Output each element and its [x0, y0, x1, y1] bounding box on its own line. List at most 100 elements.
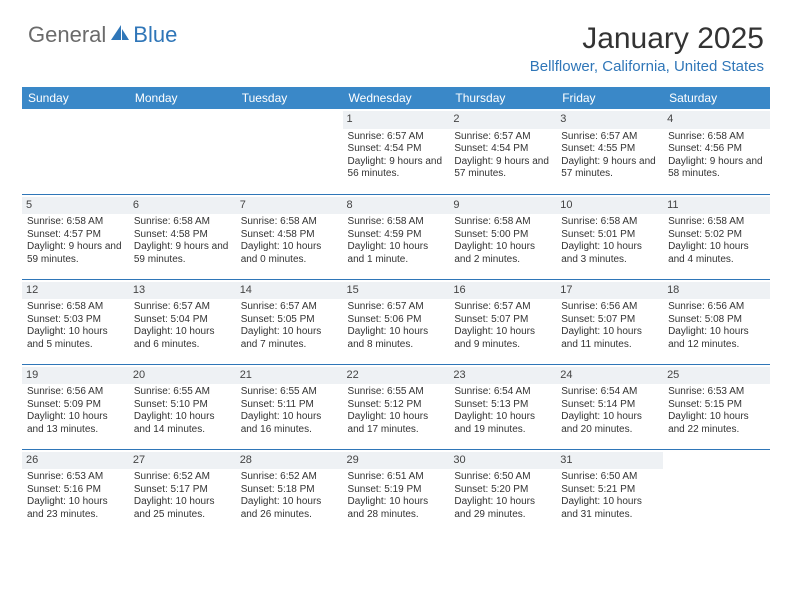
sunset-line: Sunset: 5:20 PM [454, 484, 551, 497]
calendar-day-cell: 20Sunrise: 6:55 AMSunset: 5:10 PMDayligh… [129, 364, 236, 449]
sunset-line: Sunset: 5:02 PM [668, 229, 765, 242]
calendar-day-cell: 4Sunrise: 6:58 AMSunset: 4:56 PMDaylight… [663, 109, 770, 194]
calendar-day-cell: 11Sunrise: 6:58 AMSunset: 5:02 PMDayligh… [663, 194, 770, 279]
sunrise-line: Sunrise: 6:58 AM [454, 216, 551, 229]
sunset-line: Sunset: 4:54 PM [348, 143, 445, 156]
sunset-line: Sunset: 5:05 PM [241, 314, 338, 327]
daylight-line: Daylight: 10 hours and 17 minutes. [348, 411, 445, 436]
day-number: 25 [663, 367, 770, 385]
calendar-day-cell: 26Sunrise: 6:53 AMSunset: 5:16 PMDayligh… [22, 449, 129, 534]
day-number: 5 [22, 197, 129, 215]
logo-text-general: General [28, 22, 106, 48]
sunrise-line: Sunrise: 6:58 AM [348, 216, 445, 229]
day-details: Sunrise: 6:52 AMSunset: 5:17 PMDaylight:… [133, 471, 232, 521]
sunset-line: Sunset: 5:14 PM [561, 399, 658, 412]
sunset-line: Sunset: 5:06 PM [348, 314, 445, 327]
day-number: 20 [129, 367, 236, 385]
calendar-week-row: 1Sunrise: 6:57 AMSunset: 4:54 PMDaylight… [22, 109, 770, 194]
sunrise-line: Sunrise: 6:58 AM [27, 216, 124, 229]
sunrise-line: Sunrise: 6:57 AM [348, 131, 445, 144]
logo-sail-icon [110, 24, 130, 47]
day-details: Sunrise: 6:53 AMSunset: 5:15 PMDaylight:… [667, 386, 766, 436]
calendar-week-row: 26Sunrise: 6:53 AMSunset: 5:16 PM Dayligh… [22, 449, 770, 534]
sunrise-line: Sunrise: 6:58 AM [561, 216, 658, 229]
day-number: 27 [129, 452, 236, 470]
day-details: Sunrise: 6:57 AMSunset: 5:06 PMDaylight:… [347, 301, 446, 351]
col-saturday: Saturday [663, 87, 770, 109]
daylight-line: Daylight: 9 hours and 59 minutes. [134, 241, 231, 266]
day-number: 12 [22, 282, 129, 300]
daylight-line: Daylight: 9 hours and 59 minutes. [27, 241, 124, 266]
col-monday: Monday [129, 87, 236, 109]
sunset-line: Sunset: 5:16 PM [27, 484, 124, 497]
daylight-line: Daylight: 9 hours and 57 minutes. [561, 156, 658, 181]
logo-text-blue: Blue [133, 22, 177, 48]
sunset-line: Sunset: 5:17 PM [134, 484, 231, 497]
day-number: 30 [449, 452, 556, 470]
calendar-day-cell: 9Sunrise: 6:58 AMSunset: 5:00 PMDaylight… [449, 194, 556, 279]
title-block: January 2025 Bellflower, California, Uni… [530, 22, 764, 75]
daylight-line: Daylight: 10 hours and 26 minutes. [241, 496, 338, 521]
calendar-week-row: 5Sunrise: 6:58 AMSunset: 4:57 PMDaylight… [22, 194, 770, 279]
day-details: Sunrise: 6:56 AMSunset: 5:08 PMDaylight:… [667, 301, 766, 351]
day-number: 26 [22, 452, 129, 470]
sunset-line: Sunset: 4:56 PM [668, 143, 765, 156]
day-number: 21 [236, 367, 343, 385]
calendar-day-cell: 15Sunrise: 6:57 AMSunset: 5:06 PMDayligh… [343, 279, 450, 364]
daylight-line: Daylight: 10 hours and 12 minutes. [668, 326, 765, 351]
calendar-day-cell [236, 109, 343, 194]
sunrise-line: Sunrise: 6:57 AM [454, 301, 551, 314]
calendar-table: Sunday Monday Tuesday Wednesday Thursday… [22, 87, 770, 534]
sunset-line: Sunset: 5:03 PM [27, 314, 124, 327]
sunrise-line: Sunrise: 6:55 AM [348, 386, 445, 399]
col-friday: Friday [556, 87, 663, 109]
calendar-day-cell: 1Sunrise: 6:57 AMSunset: 4:54 PMDaylight… [343, 109, 450, 194]
day-number: 2 [449, 111, 556, 129]
calendar-day-cell: 2Sunrise: 6:57 AMSunset: 4:54 PMDaylight… [449, 109, 556, 194]
calendar-day-cell: 25Sunrise: 6:53 AMSunset: 5:15 PMDayligh… [663, 364, 770, 449]
day-number: 23 [449, 367, 556, 385]
daylight-line: Daylight: 10 hours and 25 minutes. [134, 496, 231, 521]
day-number: 8 [343, 197, 450, 215]
daylight-line: Daylight: 10 hours and 22 minutes. [668, 411, 765, 436]
calendar-day-cell: 21Sunrise: 6:55 AMSunset: 5:11 PMDayligh… [236, 364, 343, 449]
day-number: 19 [22, 367, 129, 385]
sunset-line: Sunset: 5:15 PM [668, 399, 765, 412]
sunrise-line: Sunrise: 6:55 AM [241, 386, 338, 399]
daylight-line: Daylight: 10 hours and 19 minutes. [454, 411, 551, 436]
day-details: Sunrise: 6:58 AMSunset: 4:57 PMDaylight:… [26, 216, 125, 266]
sunrise-line: Sunrise: 6:57 AM [561, 131, 658, 144]
sunrise-line: Sunrise: 6:56 AM [561, 301, 658, 314]
sunrise-line: Sunrise: 6:54 AM [561, 386, 658, 399]
calendar-day-cell: 27Sunrise: 6:52 AMSunset: 5:17 PMDayligh… [129, 449, 236, 534]
day-details: Sunrise: 6:58 AMSunset: 4:58 PMDaylight:… [240, 216, 339, 266]
sunrise-line: Sunrise: 6:53 AM [27, 471, 124, 484]
sunset-line: Sunset: 5:04 PM [134, 314, 231, 327]
sunrise-line: Sunrise: 6:56 AM [668, 301, 765, 314]
sunset-line: Sunset: 5:09 PM [27, 399, 124, 412]
day-number: 24 [556, 367, 663, 385]
day-number: 6 [129, 197, 236, 215]
sunset-line: Sunset: 5:12 PM [348, 399, 445, 412]
daylight-line: Daylight: 10 hours and 5 minutes. [27, 326, 124, 351]
day-details: Sunrise: 6:58 AMSunset: 4:56 PMDaylight:… [667, 131, 766, 181]
sunrise-line: Sunrise: 6:58 AM [241, 216, 338, 229]
day-number: 31 [556, 452, 663, 470]
day-details: Sunrise: 6:58 AMSunset: 5:01 PMDaylight:… [560, 216, 659, 266]
daylight-line: Daylight: 10 hours and 14 minutes. [134, 411, 231, 436]
daylight-line: Daylight: 10 hours and 9 minutes. [454, 326, 551, 351]
sunrise-line: Sunrise: 6:57 AM [241, 301, 338, 314]
calendar-day-cell: 23Sunrise: 6:54 AMSunset: 5:13 PMDayligh… [449, 364, 556, 449]
calendar-day-cell: 3Sunrise: 6:57 AMSunset: 4:55 PMDaylight… [556, 109, 663, 194]
day-number: 13 [129, 282, 236, 300]
calendar-body: 1Sunrise: 6:57 AMSunset: 4:54 PMDaylight… [22, 109, 770, 534]
calendar-day-cell: 19Sunrise: 6:56 AMSunset: 5:09 PMDayligh… [22, 364, 129, 449]
logo: General Blue [28, 22, 177, 48]
calendar-day-cell: 5Sunrise: 6:58 AMSunset: 4:57 PMDaylight… [22, 194, 129, 279]
day-details: Sunrise: 6:57 AMSunset: 5:07 PMDaylight:… [453, 301, 552, 351]
daylight-line: Daylight: 10 hours and 20 minutes. [561, 411, 658, 436]
sunrise-line: Sunrise: 6:52 AM [241, 471, 338, 484]
calendar-day-cell: 13Sunrise: 6:57 AMSunset: 5:04 PMDayligh… [129, 279, 236, 364]
calendar-day-cell: 31Sunrise: 6:50 AMSunset: 5:21 PMDayligh… [556, 449, 663, 534]
calendar-day-cell [663, 449, 770, 534]
